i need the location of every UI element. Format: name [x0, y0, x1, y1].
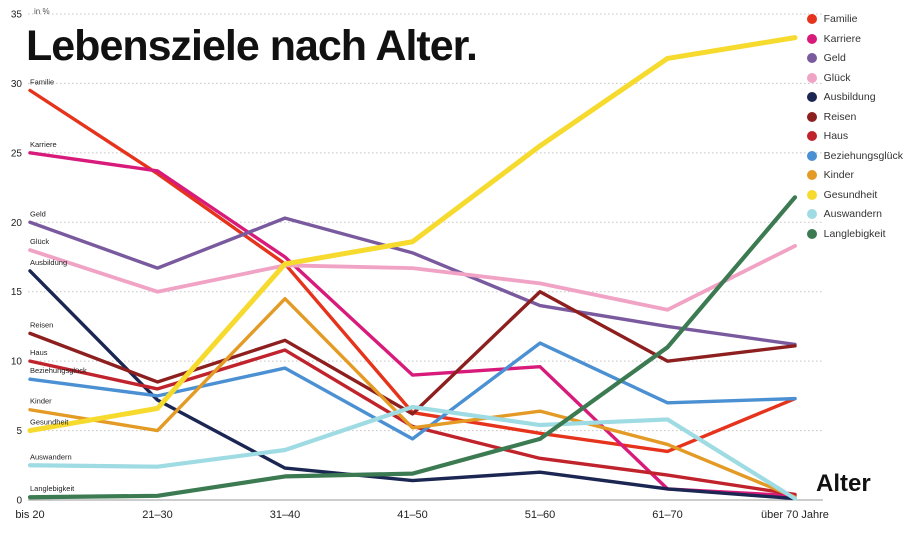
legend-item: Gesundheit: [806, 188, 903, 201]
y-tick-label: 20: [11, 218, 23, 229]
legend-dot-icon: [806, 92, 817, 102]
legend-label: Haus: [823, 130, 849, 142]
y-tick-label: 10: [11, 357, 23, 368]
legend-dot-icon: [806, 53, 817, 63]
series-start-label: Familie: [30, 77, 54, 86]
legend-label: Ausbildung: [823, 91, 876, 103]
legend-label: Karriere: [823, 32, 861, 45]
series-start-label: Ausbildung: [30, 258, 67, 267]
legend-dot-icon: [806, 170, 817, 180]
legend-item: Ausbildung: [806, 91, 903, 103]
y-tick-label: 30: [11, 79, 23, 90]
legend-label: Kinder: [823, 169, 854, 181]
series-line-langlebigkeit: [27, 195, 798, 500]
y-tick-label: 5: [16, 426, 22, 437]
legend-label: Auswandern: [823, 208, 882, 220]
legend-item: Reisen: [806, 110, 903, 123]
legend-dot-icon: [806, 228, 817, 239]
x-tick-label: über 70 Jahre: [761, 509, 829, 521]
x-tick-label: 31–40: [270, 509, 301, 521]
y-tick-label: 15: [11, 287, 23, 298]
legend-dot-icon: [806, 14, 817, 24]
series-line-beziehungsglück: [28, 341, 797, 441]
series-line-gesundheit: [27, 35, 798, 434]
legend-dot-icon: [806, 33, 817, 44]
series-line-geld: [28, 216, 797, 347]
series-line-familie: [28, 88, 797, 454]
legend-item: Haus: [806, 130, 903, 142]
legend-item: Kinder: [806, 169, 903, 181]
series-start-label: Beziehungsglück: [30, 366, 87, 375]
x-tick-label: 61–70: [652, 509, 683, 521]
legend-item: Auswandern: [806, 208, 903, 220]
series-start-label: Reisen: [30, 320, 53, 329]
legend-dot-icon: [806, 72, 817, 83]
legend-label: Geld: [823, 52, 846, 64]
legend-dot-icon: [806, 111, 817, 122]
series-line-reisen: [28, 290, 797, 416]
legend-item: Beziehungsglück: [806, 149, 903, 162]
legend-label: Reisen: [823, 110, 857, 123]
legend-item: Familie: [806, 13, 903, 25]
legend-label: Glück: [823, 71, 851, 84]
series-start-label: Haus: [30, 348, 48, 357]
series-start-label: Geld: [30, 209, 46, 218]
legend-dot-icon: [806, 131, 817, 141]
series-line-glück: [28, 243, 797, 312]
legend-item: Geld: [806, 52, 903, 64]
y-tick-label: 35: [11, 10, 23, 21]
legend-dot-icon: [806, 209, 817, 219]
x-axis-title: Alter: [816, 470, 871, 497]
series-line-auswandern: [27, 404, 798, 501]
series-start-label: Kinder: [30, 397, 52, 406]
legend: Familie Karriere Geld Glück Ausbildung Reisen…: [806, 13, 903, 240]
legend-item: Glück: [806, 71, 903, 84]
series-line-ausbildung: [28, 269, 797, 501]
x-tick-label: 41–50: [397, 509, 428, 521]
legend-item: Langlebigkeit: [806, 227, 903, 240]
series-line-kinder: [28, 296, 797, 499]
series-start-label: Auswandern: [30, 452, 72, 461]
legend-label: Familie: [823, 13, 858, 25]
legend-item: Karriere: [806, 32, 903, 45]
legend-dot-icon: [806, 150, 817, 161]
x-tick-label: bis 20: [15, 509, 44, 521]
series-start-label: Glück: [30, 237, 49, 246]
chart-title: Lebensziele nach Alter.: [26, 22, 478, 70]
legend-label: Langlebigkeit: [823, 227, 886, 240]
x-tick-label: 21–30: [142, 509, 173, 521]
series-start-label: Langlebigkeit: [30, 484, 75, 493]
y-tick-label: 0: [16, 496, 22, 507]
legend-label: Gesundheit: [823, 188, 878, 201]
series-start-label: Gesundheit: [30, 418, 69, 427]
x-tick-label: 51–60: [525, 509, 556, 521]
legend-label: Beziehungsglück: [823, 149, 903, 162]
series-start-label: Karriere: [30, 140, 57, 149]
y-tick-label: 25: [11, 148, 23, 159]
y-unit-label: in %: [34, 7, 50, 16]
legend-dot-icon: [806, 189, 817, 200]
